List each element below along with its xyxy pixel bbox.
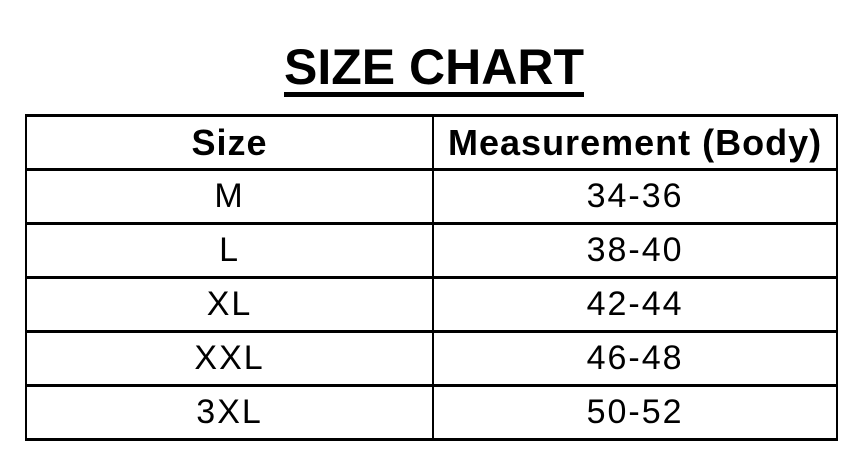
page-title: SIZE CHART [0, 37, 868, 97]
measurement-cell: 50-52 [432, 384, 838, 441]
size-cell: M [24, 168, 435, 225]
size-cell: XL [24, 276, 435, 333]
measurement-cell: 38-40 [432, 222, 838, 279]
measurement-cell: 46-48 [432, 330, 838, 387]
table-row: M 34-36 [24, 168, 838, 225]
column-header-measurement-label: Measurement (Body) [448, 121, 823, 163]
column-header-size: Size [24, 114, 435, 171]
measurement-value: 34-36 [586, 177, 684, 215]
table-row: 3XL 50-52 [24, 384, 838, 441]
size-value: XXL [194, 339, 265, 377]
table-header-row: Size Measurement (Body) [24, 114, 838, 171]
size-value: 3XL [196, 393, 263, 431]
column-header-measurement: Measurement (Body) [432, 114, 838, 171]
page-title-text: SIZE CHART [284, 38, 584, 95]
table-row: XXL 46-48 [24, 330, 838, 387]
column-header-size-label: Size [191, 121, 268, 163]
size-value: XL [206, 285, 253, 323]
measurement-cell: 42-44 [432, 276, 838, 333]
measurement-value: 50-52 [586, 393, 684, 431]
size-chart-table: Size Measurement (Body) M 34-36 L 38-40 … [24, 114, 838, 441]
size-value: M [214, 177, 245, 215]
measurement-value: 46-48 [586, 339, 684, 377]
size-cell: L [24, 222, 435, 279]
measurement-value: 42-44 [586, 285, 684, 323]
size-cell: 3XL [24, 384, 435, 441]
table-row: XL 42-44 [24, 276, 838, 333]
table-row: L 38-40 [24, 222, 838, 279]
size-cell: XXL [24, 330, 435, 387]
size-value: L [219, 231, 241, 269]
measurement-value: 38-40 [586, 231, 684, 269]
measurement-cell: 34-36 [432, 168, 838, 225]
